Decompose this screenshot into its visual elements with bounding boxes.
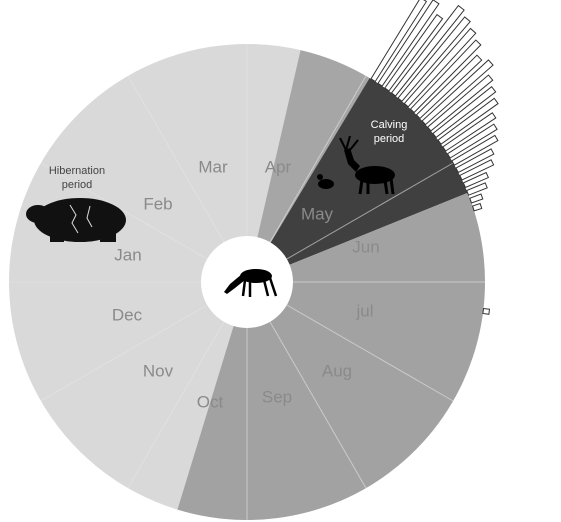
sector [247, 50, 370, 282]
month-label: Jan [114, 245, 141, 264]
radial-bar [471, 202, 483, 212]
radial-bar [409, 39, 482, 114]
calving-label: Calving [371, 119, 408, 131]
hibernation-label: period [62, 179, 93, 191]
sector [247, 77, 468, 283]
radial-bar [482, 307, 491, 315]
radial-bar [415, 54, 483, 120]
radial-bars [370, 0, 499, 315]
radial-bar [427, 74, 494, 132]
month-label: Sep [262, 387, 292, 406]
calving-label: period [374, 133, 405, 145]
month-label: May [301, 204, 334, 223]
radial-bar [397, 16, 471, 102]
sectors [8, 43, 486, 520]
month-label: Oct [197, 392, 224, 411]
radial-bar [384, 13, 444, 92]
month-label: Dec [112, 305, 143, 324]
radial-bar [421, 59, 494, 126]
radial-bar [446, 123, 498, 159]
radial-bar [437, 97, 499, 145]
sector [8, 43, 301, 510]
center-circle [201, 236, 293, 328]
radial-bar [459, 159, 495, 181]
deer-icon [224, 269, 278, 297]
radial-bar [451, 134, 499, 166]
reindeer-icon [317, 135, 395, 195]
radial-bar [462, 171, 490, 189]
month-label: Nov [143, 361, 174, 380]
radial-bar [455, 148, 495, 174]
month-label: jul [355, 301, 373, 320]
month-label: Mar [198, 157, 228, 176]
radial-bar [442, 112, 497, 152]
radial-bar [390, 4, 465, 97]
radial-bar [403, 27, 477, 108]
radial-bar [432, 86, 497, 139]
radial-bar [466, 182, 488, 196]
month-label: Jun [352, 237, 379, 256]
radial-bar [377, 0, 440, 87]
month-label: Feb [143, 194, 172, 213]
month-label: Apr [265, 157, 292, 176]
sector [177, 192, 486, 520]
month-label: Aug [322, 361, 352, 380]
radial-bar [370, 0, 428, 83]
radial-bar [469, 193, 484, 204]
bear-icon [26, 198, 126, 242]
hibernation-label: Hibernation [49, 165, 105, 177]
